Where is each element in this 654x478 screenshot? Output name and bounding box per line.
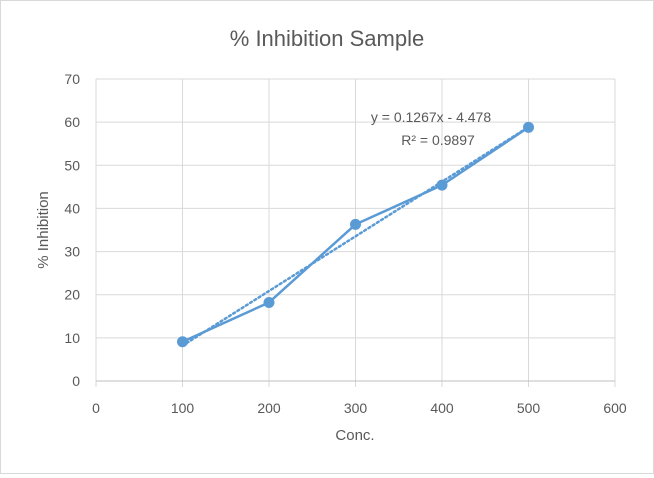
trendline-layer (181, 125, 530, 347)
trendline-r-squared: R² = 0.9897 (401, 132, 475, 148)
data-point (523, 121, 534, 133)
x-tick-label: 300 (344, 400, 368, 416)
data-point (436, 179, 448, 191)
data-point (177, 336, 188, 348)
x-axis-label: Conc. (335, 427, 374, 444)
series-layer (177, 121, 534, 348)
chart-title: % Inhibition Sample (230, 26, 424, 51)
y-tick-label: 50 (64, 157, 80, 173)
axes: 0 10 20 30 40 50 60 70 0 100 200 300 400 500 600 (64, 71, 626, 416)
trendline-equation: y = 0.1267x - 4.478 (371, 109, 491, 125)
x-tick-label: 200 (257, 400, 281, 416)
gridlines (95, 78, 616, 382)
x-tick-label: 0 (92, 400, 100, 416)
y-tick-label: 70 (64, 71, 80, 87)
trendline (181, 125, 530, 347)
y-tick-label: 20 (64, 287, 80, 303)
x-tick-label: 600 (603, 400, 627, 416)
x-tick-label: 400 (430, 400, 454, 416)
y-axis-label: % Inhibition (35, 191, 52, 269)
data-point (350, 218, 361, 230)
data-point (263, 296, 275, 308)
y-tick-label: 60 (64, 114, 80, 130)
y-tick-label: 10 (64, 330, 80, 346)
x-tick-label: 500 (517, 400, 541, 416)
y-tick-label: 0 (72, 373, 80, 389)
y-tick-label: 40 (64, 200, 80, 216)
x-tick-label: 100 (171, 400, 195, 416)
y-tick-label: 30 (64, 244, 80, 260)
